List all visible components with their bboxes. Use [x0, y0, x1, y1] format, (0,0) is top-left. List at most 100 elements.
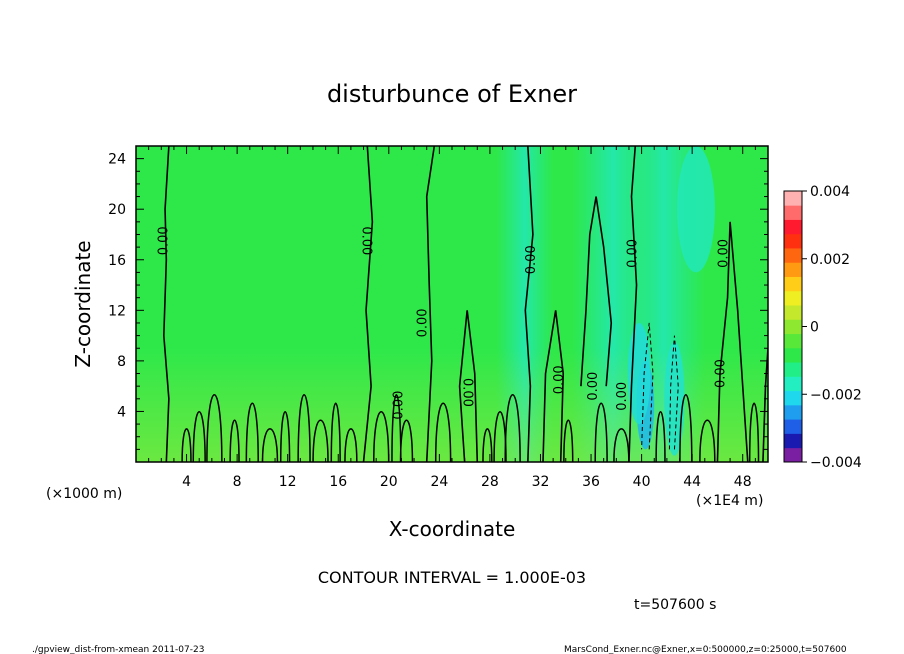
contour-label: 0.00 — [415, 308, 430, 337]
colorbar-segment — [784, 305, 802, 320]
colorbar-segment — [784, 347, 802, 363]
contour-line — [655, 411, 666, 462]
y-axis-label: Z-coordinate — [71, 240, 95, 367]
contour-line — [563, 419, 574, 462]
field-patch — [676, 146, 715, 273]
contour-line — [434, 402, 452, 462]
colorbar-segment — [784, 404, 802, 420]
contour-label: 0.00 — [615, 382, 630, 411]
x-tick-label: 16 — [329, 474, 347, 490]
contour-line — [482, 428, 493, 462]
contour-line — [261, 428, 279, 462]
contour-line — [679, 393, 693, 462]
footer-left: ./gpview_dist-from-xmean 2011-07-23 — [32, 645, 204, 654]
colorbar-segment — [784, 219, 802, 235]
contour-label: 0.00 — [391, 391, 406, 420]
contour-line — [580, 196, 613, 387]
chart-title: disturbunce of Exner — [327, 80, 577, 108]
x-unit-label: (×1000 m) — [46, 486, 122, 502]
y-tick-label: 12 — [108, 303, 126, 319]
contour-line — [748, 402, 760, 462]
contour-line — [504, 393, 521, 462]
contour-line — [716, 221, 749, 462]
contour-line — [399, 419, 414, 462]
colorbar-segment — [784, 191, 802, 206]
contour-line — [542, 310, 565, 462]
colorbar-tick-label: −0.004 — [810, 455, 862, 471]
contour-line — [344, 428, 358, 462]
x-tick-label: 20 — [380, 474, 398, 490]
contour-line — [524, 146, 534, 462]
contour-line — [279, 411, 291, 462]
colorbar-segment — [784, 419, 802, 434]
colorbar: 0.004 0.002 0 −0.002 −0.004 — [783, 184, 862, 471]
colorbar-segment — [784, 390, 802, 406]
contour-label: 0.00 — [460, 378, 475, 407]
y-tick-label: 20 — [108, 202, 126, 218]
contour-line-negative — [641, 322, 654, 450]
contour-line — [458, 310, 479, 462]
contour-label: 0.00 — [714, 359, 729, 388]
x-tick-label: 24 — [430, 474, 448, 490]
colorbar-segment — [784, 276, 802, 292]
x-tick-label: 36 — [582, 474, 600, 490]
contour-line — [206, 393, 223, 462]
contour-line — [245, 402, 259, 462]
x-axis-ticks: 4 8 12 16 20 24 28 32 36 40 44 48 — [148, 146, 756, 490]
contour-line — [192, 411, 206, 462]
contour-line — [181, 428, 192, 462]
colorbar-segment — [784, 233, 802, 249]
colorbar-tick-label: 0.004 — [810, 184, 850, 200]
contour-label: 0.00 — [552, 365, 567, 394]
contour-line — [163, 146, 170, 462]
contour-labels: 0.00 0.00 0.00 0.00 0.00 0.00 0.00 0.00 0.00 0.00… — [156, 226, 731, 419]
y-tick-label: 4 — [117, 404, 126, 420]
colorbar-segment — [784, 433, 802, 449]
contour-line — [312, 419, 329, 462]
y-tick-label: 24 — [108, 152, 126, 168]
contour-interval-text: CONTOUR INTERVAL = 1.000E-03 — [318, 568, 586, 587]
x-tick-label: 8 — [233, 474, 242, 490]
x-tick-label: 32 — [532, 474, 550, 490]
field-shading — [136, 146, 768, 462]
contour-label: 0.00 — [359, 226, 374, 255]
contour-line — [628, 146, 638, 462]
colorbar-segment — [784, 248, 802, 263]
x-tick-label: 12 — [279, 474, 297, 490]
y-tick-label: 8 — [117, 354, 126, 370]
zero-contours — [163, 146, 768, 462]
contour-label: 0.00 — [586, 372, 601, 401]
colorbar-segment — [784, 205, 802, 220]
x-tick-label: 48 — [734, 474, 752, 490]
x-tick-label: 4 — [182, 474, 191, 490]
contour-line — [229, 419, 240, 462]
contour-line — [362, 146, 374, 462]
contour-line — [373, 411, 390, 462]
contour-line — [594, 402, 608, 462]
x-tick-label: 40 — [633, 474, 651, 490]
colorbar-segment — [784, 376, 802, 392]
contour-line-negative — [668, 335, 679, 450]
plot-area: 0.00 0.00 0.00 0.00 0.00 0.00 0.00 0.00 0.00 0.00… — [108, 145, 769, 490]
colorbar-segment — [784, 362, 802, 377]
colorbar-tick-label: −0.002 — [810, 387, 862, 403]
contour-line — [425, 146, 436, 462]
contour-label: 0.00 — [716, 239, 731, 268]
x-tick-label: 44 — [683, 474, 701, 490]
colorbar-segment — [784, 333, 802, 349]
colorbar-tick-label: 0.002 — [810, 252, 850, 268]
footer-right: MarsCond_Exner.nc@Exner,x=0:500000,z=0:2… — [564, 645, 847, 654]
contour-line — [613, 428, 630, 462]
colorbar-segment — [784, 262, 802, 277]
y-tick-label: 16 — [108, 253, 126, 269]
x-axis-label: X-coordinate — [389, 517, 516, 541]
contour-line — [391, 393, 402, 462]
contour-label: 0.00 — [524, 245, 539, 274]
contour-label: 0.00 — [156, 226, 171, 255]
x-unit-label-right: (×1E4 m) — [696, 493, 763, 509]
contour-line — [297, 393, 311, 462]
colorbar-segment — [784, 290, 802, 306]
field-patch — [664, 341, 685, 456]
colorbar-segment — [784, 319, 802, 335]
